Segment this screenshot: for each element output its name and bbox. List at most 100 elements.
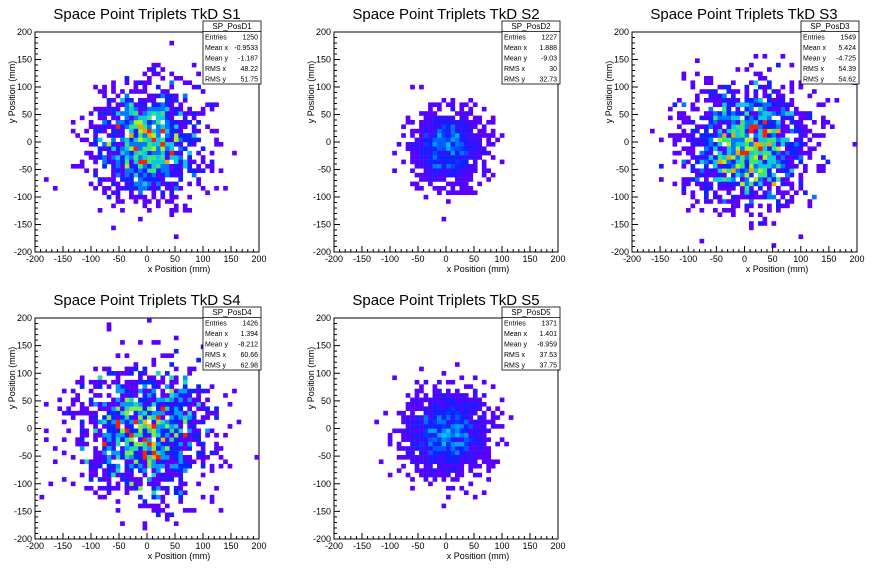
histogram-bin (138, 89, 143, 94)
histogram-bin (129, 481, 134, 487)
histogram-bin (708, 111, 714, 116)
histogram-bin (454, 397, 460, 403)
histogram-bin (232, 150, 237, 156)
x-tick-label: -150 (651, 254, 669, 264)
x-tick-label: -150 (353, 541, 371, 551)
histogram-bin (209, 384, 215, 389)
x-tick-label: 200 (849, 254, 864, 264)
histogram-bin (93, 393, 98, 398)
x-tick-label: -200 (325, 254, 343, 264)
histogram-bin (472, 393, 478, 398)
histogram-bin (704, 181, 709, 187)
histogram-bin (468, 177, 474, 182)
histogram-bin (762, 190, 768, 195)
histogram-bin (129, 181, 134, 187)
histogram-bin (437, 397, 442, 403)
histogram-bin (735, 111, 741, 116)
histogram-bin (111, 401, 116, 407)
stats-row-value: -9.03 (541, 56, 557, 63)
histogram-bin (169, 124, 175, 129)
histogram-bin (708, 93, 714, 99)
histogram-bin (106, 468, 112, 473)
histogram-bin (481, 450, 487, 456)
histogram-bin (486, 428, 491, 434)
histogram-bin (209, 164, 215, 169)
histogram-bin (477, 401, 483, 407)
histogram-bin (191, 388, 197, 394)
histogram-bin (164, 106, 170, 112)
histogram-bin (142, 503, 148, 509)
histogram-bin (776, 177, 781, 182)
histogram-bin (468, 120, 474, 125)
histogram-bin (437, 432, 442, 438)
histogram-bin (155, 106, 161, 112)
histogram-bin (133, 181, 139, 187)
histogram-bin (200, 459, 206, 465)
histogram-bin (463, 146, 469, 151)
histogram-bin (771, 146, 777, 151)
histogram-bin (726, 128, 732, 134)
histogram-bin (726, 177, 732, 182)
histogram-bin (762, 172, 768, 178)
histogram-bin (785, 155, 790, 160)
histogram-bin (450, 424, 456, 429)
histogram-bin (151, 401, 157, 407)
histogram-bin (102, 459, 107, 465)
histogram-bin (102, 177, 107, 182)
histogram-bin (173, 463, 179, 469)
histogram-bin (423, 172, 429, 178)
histogram-bin (129, 455, 134, 460)
histogram-bin (785, 164, 790, 169)
histogram-bin (191, 133, 197, 138)
histogram-bin (726, 120, 732, 125)
histogram-bin (437, 437, 442, 442)
histogram-bin (776, 168, 781, 173)
histogram-bin (187, 428, 192, 434)
histogram-bin (686, 115, 691, 121)
histogram-bin (459, 485, 465, 491)
histogram-bin (454, 393, 460, 398)
stats-box-name: SP_PosD3 (810, 22, 850, 31)
histogram-bin (419, 441, 424, 447)
histogram-bin (717, 115, 723, 121)
histogram-bin (106, 177, 112, 182)
histogram-bin (187, 424, 192, 429)
histogram-bin (459, 375, 465, 381)
histogram-bin (169, 415, 175, 420)
histogram-bin (454, 128, 460, 134)
histogram-bin (396, 441, 402, 447)
histogram-bin (151, 194, 157, 200)
histogram-bin (173, 172, 179, 178)
histogram-bin (70, 120, 76, 125)
histogram-bin (803, 168, 808, 173)
histogram-bin (111, 98, 116, 103)
x-tick-label: -150 (54, 254, 72, 264)
histogram-bin (789, 155, 795, 160)
histogram-bin (423, 410, 429, 416)
histogram-bin (178, 472, 184, 478)
histogram-bin (490, 459, 496, 465)
histogram-bin (178, 120, 184, 125)
histogram-bin (120, 208, 125, 213)
histogram-bin (432, 437, 438, 442)
histogram-bin (468, 410, 474, 416)
histogram-bin (441, 159, 447, 165)
histogram-bin (798, 142, 804, 147)
histogram-bin (209, 128, 215, 134)
histogram-bin (147, 503, 152, 509)
histogram-bin (437, 124, 442, 129)
histogram-bin (173, 124, 179, 129)
histogram-bin (196, 441, 201, 447)
y-tick-label: 150 (614, 55, 629, 65)
histogram-bin (699, 168, 705, 173)
histogram-bin (441, 463, 447, 469)
histogram-bin (767, 150, 772, 156)
histogram-bin (160, 168, 166, 173)
histogram-bin (722, 102, 727, 107)
histogram-bin (762, 164, 768, 169)
histogram-bin (160, 194, 166, 200)
histogram-bin (731, 155, 736, 160)
histogram-bin (151, 340, 157, 345)
histogram-bin (780, 93, 786, 99)
histogram-bin (472, 494, 478, 500)
